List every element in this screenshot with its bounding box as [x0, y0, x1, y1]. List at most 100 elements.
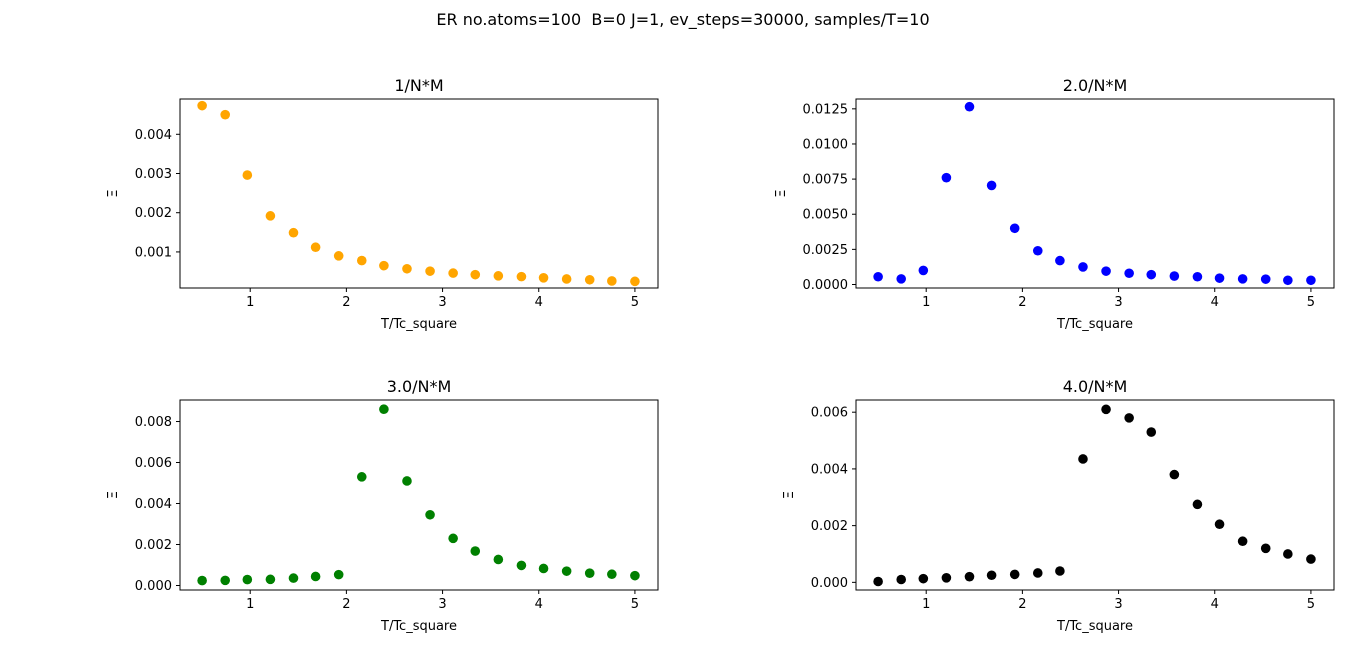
y-tick-label: 0.002 — [811, 519, 848, 534]
data-point — [1055, 255, 1065, 266]
x-tick-label: 1 — [922, 597, 930, 612]
data-point — [1032, 245, 1043, 256]
data-point — [964, 101, 975, 112]
y-tick-label: 0.006 — [135, 456, 172, 471]
y-tick-label: 0.000 — [135, 579, 172, 594]
data-point — [1283, 549, 1293, 559]
data-point — [1124, 413, 1134, 423]
x-tick-label: 1 — [246, 295, 254, 310]
y-axis-label: Ξ — [782, 491, 797, 499]
subplot-3: 3.0/N*M 1 2 3 4 5 0.000 0.002 0.004 0.006 0.008 T/T… — [106, 377, 659, 634]
x-tick-label: 3 — [438, 597, 446, 612]
subplot-4: 4.0/N*M 1 2 3 4 5 0.000 0.002 0.004 0.006 T/Tc_squ… — [782, 377, 1335, 634]
data-point — [1146, 269, 1157, 280]
x-tick-label: 5 — [1307, 597, 1315, 612]
data-point — [941, 573, 952, 583]
x-tick-label: 5 — [631, 597, 639, 612]
y-tick-label: 0.002 — [135, 538, 172, 553]
data-point — [630, 570, 640, 581]
x-axis-label: T/Tc_square — [1056, 619, 1133, 634]
data-point — [333, 251, 344, 261]
data-point — [986, 180, 997, 191]
x-tick-label: 3 — [438, 295, 446, 310]
x-tick-label: 3 — [1114, 295, 1122, 310]
x-tick-label: 5 — [631, 295, 639, 310]
subplot-2: 2.0/N*M 1 2 3 4 5 0.0000 0.0025 0.0050 0.0075 0.01… — [774, 76, 1335, 332]
data-point — [220, 575, 231, 586]
data-point — [333, 569, 344, 580]
data-point — [1306, 275, 1316, 286]
data-point — [1032, 568, 1043, 578]
data-point — [242, 574, 253, 585]
data-point — [896, 574, 907, 585]
y-tick-label: 0.004 — [135, 128, 172, 143]
data-point — [493, 554, 504, 565]
data-point — [1306, 554, 1316, 564]
data-point — [561, 274, 572, 284]
x-tick-label: 4 — [1211, 597, 1219, 612]
y-axis-label: Ξ — [774, 189, 789, 197]
x-axis-label: T/Tc_square — [380, 317, 457, 332]
data-point — [310, 242, 321, 253]
x-axis-label: T/Tc_square — [380, 619, 457, 634]
data-point — [1169, 271, 1180, 281]
data-point — [1009, 569, 1020, 580]
x-tick-label: 4 — [535, 597, 543, 612]
subplot-1: 1/N*M 1 2 3 4 5 0.001 0.002 0.003 0.004 T/Tc_squar… — [106, 76, 659, 332]
y-tick-label: 0.008 — [135, 415, 172, 430]
data-point — [1101, 404, 1111, 415]
figure-suptitle: ER no.atoms=100 B=0 J=1, ev_steps=30000,… — [436, 10, 930, 29]
x-tick-label: 1 — [922, 295, 930, 310]
data-point — [1169, 469, 1180, 480]
data-point — [896, 274, 907, 284]
data-point — [873, 576, 883, 587]
data-point — [538, 273, 549, 283]
axes-frame — [855, 399, 1335, 591]
data-point — [197, 575, 207, 586]
data-point — [1192, 499, 1203, 510]
data-point — [356, 255, 367, 266]
x-tick-label: 3 — [1114, 597, 1122, 612]
data-point — [630, 276, 640, 287]
data-point — [1124, 268, 1134, 279]
y-tick-label: 0.0025 — [803, 243, 849, 258]
y-tick-label: 0.004 — [135, 497, 172, 512]
data-point — [873, 271, 883, 282]
x-tick-label: 2 — [342, 597, 350, 612]
data-point — [402, 263, 412, 274]
data-point — [986, 570, 997, 581]
data-point — [1101, 266, 1111, 276]
data-point — [964, 571, 975, 582]
data-point — [493, 271, 504, 281]
y-tick-label: 0.002 — [135, 206, 172, 221]
x-tick-label: 2 — [1018, 597, 1026, 612]
data-point — [265, 574, 276, 585]
x-tick-label: 4 — [1211, 295, 1219, 310]
data-point — [288, 573, 299, 583]
y-tick-label: 0.003 — [135, 167, 172, 182]
subplot-title: 2.0/N*M — [1063, 76, 1128, 95]
y-tick-label: 0.0075 — [803, 173, 849, 188]
data-point — [918, 573, 929, 584]
data-point — [584, 568, 595, 578]
data-point — [1260, 543, 1271, 554]
data-point — [1078, 262, 1088, 272]
subplot-title: 1/N*M — [394, 76, 443, 95]
data-point — [448, 533, 458, 544]
data-point — [516, 560, 527, 571]
y-tick-label: 0.000 — [811, 576, 848, 591]
y-tick-label: 0.0100 — [803, 137, 849, 152]
y-tick-label: 0.006 — [811, 406, 848, 421]
x-tick-label: 2 — [1018, 295, 1026, 310]
subplot-title: 4.0/N*M — [1063, 377, 1128, 396]
axes-frame — [855, 98, 1335, 289]
data-point — [448, 268, 458, 278]
data-point — [1283, 275, 1293, 286]
x-tick-label: 5 — [1307, 295, 1315, 310]
data-point — [584, 274, 595, 285]
y-tick-label: 0.0125 — [803, 102, 849, 117]
data-point — [538, 563, 549, 574]
data-point — [197, 100, 207, 111]
data-point — [356, 472, 367, 482]
